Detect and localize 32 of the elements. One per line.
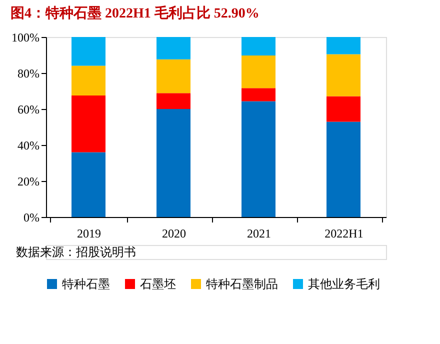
bar — [242, 88, 276, 102]
x-tick-label: 2021 — [247, 226, 271, 240]
bar — [156, 93, 190, 109]
y-tick-label: 100% — [12, 30, 40, 44]
legend-label: 其他业务毛利 — [308, 277, 380, 291]
x-tick-label: 2019 — [77, 226, 101, 240]
bar — [72, 152, 106, 217]
y-tick-label: 0% — [24, 210, 40, 224]
legend-label: 特种石墨 — [62, 277, 110, 291]
y-tick-label: 60% — [18, 102, 40, 116]
bar — [242, 37, 276, 56]
legend-label: 特种石墨制品 — [206, 277, 278, 291]
bar — [242, 56, 276, 88]
x-tick-label: 2022H1 — [324, 226, 364, 240]
bar — [156, 37, 190, 60]
y-tick-label: 80% — [18, 66, 40, 80]
bar — [326, 122, 360, 217]
bar — [72, 66, 106, 96]
bar — [326, 37, 360, 54]
bar — [72, 37, 106, 66]
bar — [326, 96, 360, 122]
bar — [72, 96, 106, 152]
x-tick-label: 2020 — [162, 226, 186, 240]
source-note: 数据来源：招股说明书 — [16, 245, 136, 259]
bar — [156, 109, 190, 217]
y-tick-label: 40% — [18, 138, 40, 152]
bar — [156, 59, 190, 94]
bar — [326, 54, 360, 96]
chart-title: 图4：特种石墨 2022H1 毛利占比 52.90% — [10, 4, 260, 22]
y-tick-label: 20% — [18, 174, 40, 188]
legend-label: 石墨坯 — [140, 277, 176, 291]
bar — [242, 101, 276, 217]
